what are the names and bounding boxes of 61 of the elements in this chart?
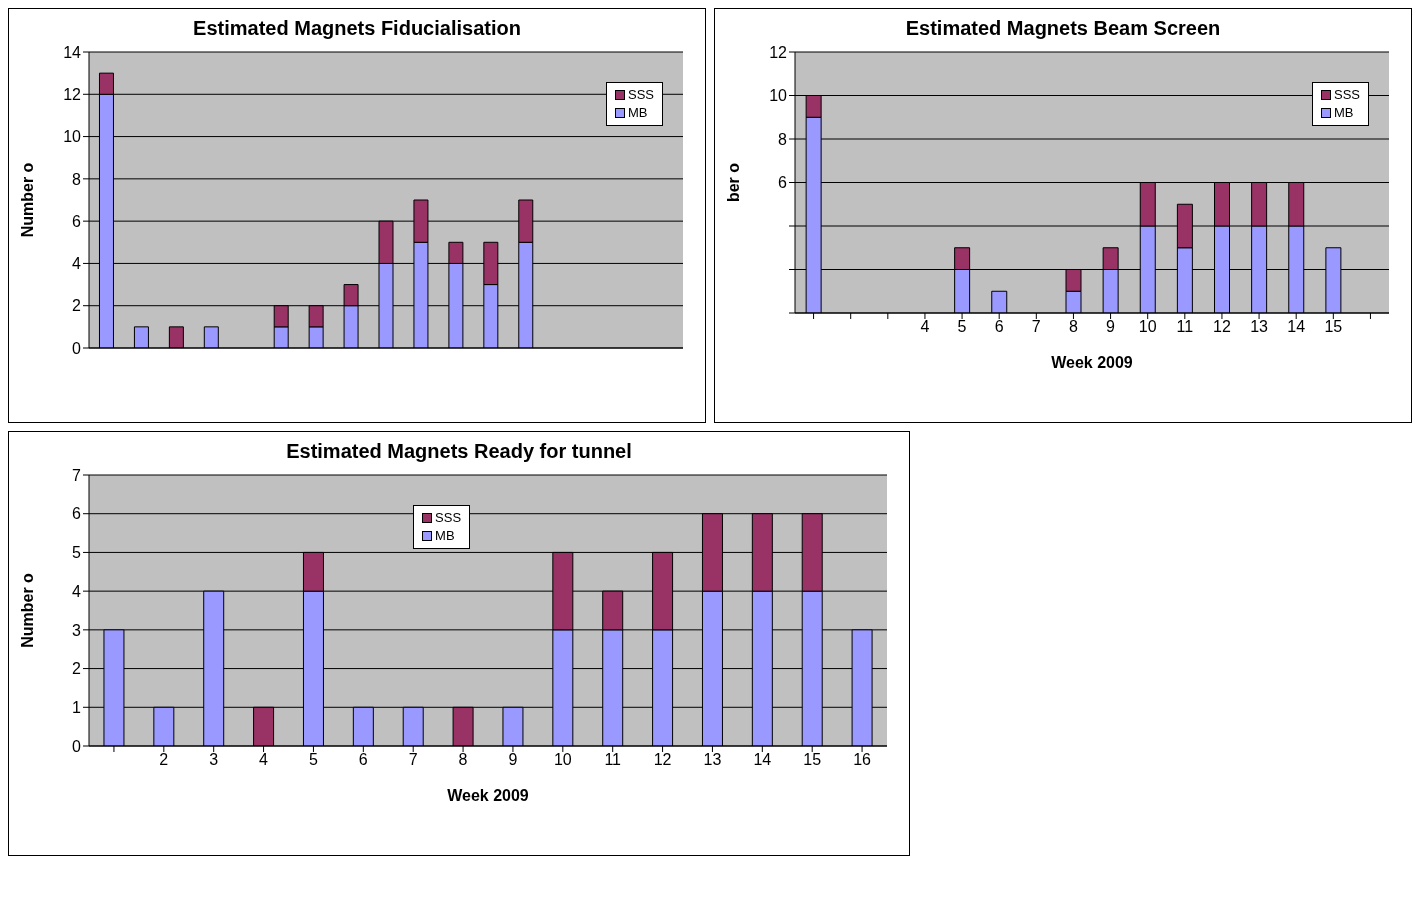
legend-label: SSS bbox=[435, 509, 462, 527]
y-tick-label: 10 bbox=[769, 87, 788, 105]
x-tick-label: 14 bbox=[753, 751, 772, 769]
x-tick-label: 2 bbox=[159, 751, 169, 769]
y-tick-label: 14 bbox=[63, 43, 82, 61]
x-tick-label: 12 bbox=[653, 751, 672, 769]
y-tick-label: 7 bbox=[72, 466, 82, 484]
y-tick-label: 3 bbox=[72, 621, 82, 639]
chart-title: Estimated Magnets Beam Screen bbox=[904, 16, 1222, 41]
y-tick-label: 8 bbox=[72, 170, 82, 188]
legend-label: MB bbox=[435, 527, 455, 545]
x-tick-label: 10 bbox=[1138, 318, 1157, 336]
y-tick-label: 0 bbox=[72, 737, 82, 755]
legend-label: MB bbox=[627, 104, 648, 122]
x-tick-label: 5 bbox=[957, 318, 967, 336]
y-tick-label: 4 bbox=[72, 582, 82, 600]
x-tick-label: 15 bbox=[803, 751, 822, 769]
y-tick-label: 6 bbox=[72, 505, 82, 523]
x-tick-label: 7 bbox=[408, 751, 418, 769]
x-tick-label: 4 bbox=[920, 318, 930, 336]
x-tick-label: 4 bbox=[259, 751, 269, 769]
x-tick-label: 15 bbox=[1324, 318, 1343, 336]
y-tick-label: 1 bbox=[72, 698, 82, 716]
x-axis-title: Week 2009 bbox=[1051, 354, 1133, 371]
x-tick-label: 3 bbox=[209, 751, 219, 769]
x-tick-label: 10 bbox=[553, 751, 572, 769]
x-tick-label: 6 bbox=[358, 751, 368, 769]
y-tick-label: 2 bbox=[72, 660, 82, 678]
legend-label: SSS bbox=[627, 86, 654, 104]
y-tick-label: 5 bbox=[72, 544, 82, 562]
y-tick-label: 10 bbox=[63, 128, 82, 146]
x-tick-label: 16 bbox=[853, 751, 872, 769]
y-tick-label: 6 bbox=[778, 174, 788, 192]
x-tick-label: 5 bbox=[308, 751, 318, 769]
y-tick-label: 0 bbox=[72, 339, 82, 357]
x-tick-label: 6 bbox=[994, 318, 1004, 336]
y-axis-title: Number o bbox=[18, 572, 36, 648]
y-tick-label: 12 bbox=[769, 43, 788, 61]
x-tick-label: 14 bbox=[1287, 318, 1306, 336]
x-tick-label: 9 bbox=[1106, 318, 1116, 336]
y-tick-label: 8 bbox=[778, 130, 788, 148]
x-tick-label: 8 bbox=[1068, 318, 1078, 336]
chart-title: Estimated Magnets Ready for tunnel bbox=[285, 439, 633, 464]
x-axis-title: Week 2009 bbox=[447, 787, 529, 804]
legend-label: SSS bbox=[1333, 86, 1360, 104]
y-axis-title: Number o bbox=[18, 162, 36, 238]
y-tick-label: 12 bbox=[63, 85, 82, 103]
x-tick-label: 8 bbox=[458, 751, 468, 769]
x-tick-label: 9 bbox=[508, 751, 518, 769]
y-tick-label: 2 bbox=[72, 297, 82, 315]
x-tick-label: 11 bbox=[1176, 318, 1194, 336]
x-tick-label: 12 bbox=[1213, 318, 1231, 336]
x-tick-label: 11 bbox=[604, 751, 622, 769]
legend-label: MB bbox=[1333, 104, 1354, 122]
x-tick-label: 13 bbox=[1250, 318, 1269, 336]
x-tick-label: 13 bbox=[703, 751, 722, 769]
y-tick-label: 4 bbox=[72, 255, 82, 273]
y-axis-title: ber o bbox=[724, 162, 742, 203]
chart-title: Estimated Magnets Fiducialisation bbox=[192, 16, 522, 41]
x-tick-label: 7 bbox=[1031, 318, 1041, 336]
y-tick-label: 6 bbox=[72, 212, 82, 230]
